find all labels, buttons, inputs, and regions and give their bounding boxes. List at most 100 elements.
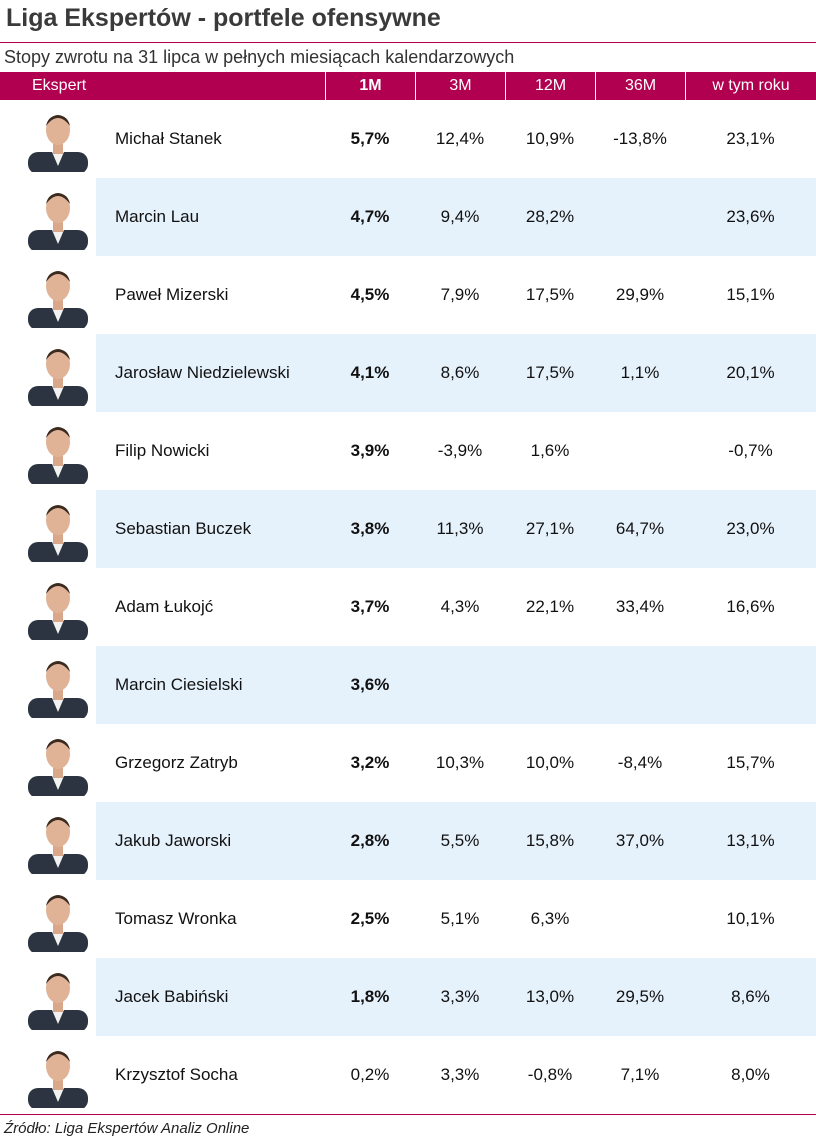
cell: 28,2%: [525, 207, 575, 226]
row-shade: [96, 178, 816, 256]
cell: 10,0%: [525, 753, 575, 772]
row-shade: [96, 958, 816, 1036]
cell: -13,8%: [613, 129, 667, 148]
table-row: Tomasz Wronka 2,5% 5,1% 6,3% 10,1%: [0, 880, 816, 958]
avatar: [28, 349, 88, 406]
table-row: Adam Łukojć 3,7% 4,3% 22,1% 33,4% 16,6%: [0, 568, 816, 646]
cell: 3,8%: [350, 519, 390, 538]
avatar: [28, 271, 88, 328]
cell: 3,7%: [350, 597, 390, 616]
cell: 4,5%: [350, 285, 390, 304]
cell: 3,6%: [350, 675, 390, 694]
cell: 10,9%: [525, 129, 575, 148]
avatar: [28, 1051, 88, 1108]
title: Liga Ekspertów - portfele ofensywne: [6, 4, 441, 32]
cell: 33,4%: [615, 597, 665, 616]
table-row: Grzegorz Zatryb 3,2% 10,3% 10,0% -8,4% 15,7%: [0, 724, 816, 802]
photo: [22, 808, 94, 874]
row-shade: [96, 802, 816, 880]
photo: [22, 730, 94, 796]
cell: 20,1%: [726, 363, 775, 382]
rule: [0, 1114, 816, 1115]
cell: 12,4%: [435, 129, 485, 148]
column-header: Ekspert: [32, 77, 87, 94]
row-shade: [96, 334, 816, 412]
cell: 8,6%: [440, 363, 480, 382]
cell: 8,0%: [731, 1065, 770, 1084]
photo: [22, 1042, 94, 1108]
expert-name: Jarosław Niedzielewski: [115, 363, 290, 382]
cell: 7,1%: [620, 1065, 660, 1084]
table-row: Marcin Ciesielski 3,6%: [0, 646, 816, 724]
cell: 3,9%: [350, 441, 390, 460]
cell: 5,1%: [440, 909, 480, 928]
cell: 23,1%: [726, 129, 775, 148]
cell: 15,8%: [525, 831, 575, 850]
photo: [22, 496, 94, 562]
avatar: [28, 427, 88, 484]
column-header: w tym roku: [685, 72, 816, 100]
cell: 29,9%: [615, 285, 665, 304]
cell: 10,3%: [435, 753, 485, 772]
avatar: [28, 817, 88, 874]
expert-name: Michał Stanek: [115, 129, 222, 148]
photo: [22, 340, 94, 406]
column-header: 1M: [325, 72, 415, 100]
column-header: 3M: [415, 72, 505, 100]
table-row: Paweł Mizerski 4,5% 7,9% 17,5% 29,9% 15,1%: [0, 256, 816, 334]
cell: 3,3%: [440, 987, 480, 1006]
expert-name: Grzegorz Zatryb: [115, 753, 238, 772]
avatar: [28, 661, 88, 718]
photo: [22, 262, 94, 328]
cell: 1,6%: [530, 441, 570, 460]
cell: 22,1%: [525, 597, 575, 616]
rule: [0, 42, 816, 43]
table-row: Sebastian Buczek 3,8% 11,3% 27,1% 64,7% 23,0%: [0, 490, 816, 568]
cell: 7,9%: [440, 285, 480, 304]
table-row: Michał Stanek 5,7% 12,4% 10,9% -13,8% 23,1%: [0, 100, 816, 178]
avatar: [28, 505, 88, 562]
cell: 0,2%: [350, 1065, 390, 1084]
photo: [22, 964, 94, 1030]
cell: 1,1%: [620, 363, 660, 382]
avatar: [28, 895, 88, 952]
expert-name: Jacek Babiński: [115, 987, 229, 1006]
cell: 29,5%: [615, 987, 665, 1006]
cell: 17,5%: [525, 363, 575, 382]
table-row: Jacek Babiński 1,8% 3,3% 13,0% 29,5% 8,6%: [0, 958, 816, 1036]
cell: 9,4%: [440, 207, 480, 226]
cell: 8,6%: [731, 987, 770, 1006]
expert-name: Paweł Mizerski: [115, 285, 229, 304]
expert-name: Jakub Jaworski: [115, 831, 232, 850]
photo: [22, 574, 94, 640]
expert-name: Marcin Lau: [115, 207, 200, 226]
row-shade: [96, 490, 816, 568]
cell: 4,1%: [350, 363, 390, 382]
photo: [22, 184, 94, 250]
avatar: [28, 739, 88, 796]
cell: -0,7%: [728, 441, 773, 460]
photo: [22, 652, 94, 718]
cell: 13,0%: [525, 987, 575, 1006]
cell: 15,7%: [726, 753, 775, 772]
photo: [22, 106, 94, 172]
cell: 17,5%: [525, 285, 575, 304]
table-row: Filip Nowicki 3,9% -3,9% 1,6% -0,7%: [0, 412, 816, 490]
expert-name: Krzysztof Socha: [115, 1065, 238, 1084]
cell: 4,3%: [440, 597, 480, 616]
cell: 4,7%: [350, 207, 390, 226]
cell: 2,8%: [350, 831, 390, 850]
cell: 10,1%: [726, 909, 775, 928]
cell: -3,9%: [437, 441, 483, 460]
expert-name: Filip Nowicki: [115, 441, 210, 460]
cell: 23,6%: [726, 207, 775, 226]
cell: 2,5%: [350, 909, 390, 928]
cell: 3,3%: [440, 1065, 480, 1084]
table-row: Krzysztof Socha 0,2% 3,3% -0,8% 7,1% 8,0%: [0, 1036, 816, 1114]
cell: 3,2%: [350, 753, 390, 772]
expert-name: Sebastian Buczek: [115, 519, 252, 538]
cell: 13,1%: [726, 831, 775, 850]
expert-name: Tomasz Wronka: [115, 909, 237, 928]
cell: 23,0%: [726, 519, 775, 538]
